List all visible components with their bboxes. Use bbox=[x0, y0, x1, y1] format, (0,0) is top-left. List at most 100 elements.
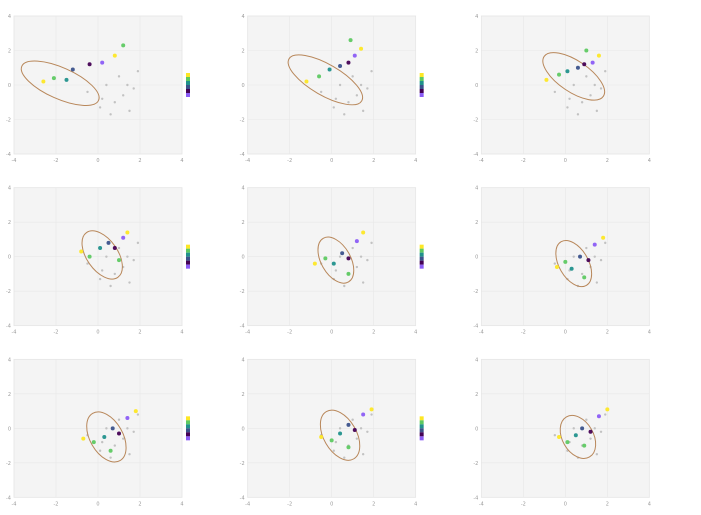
background-point bbox=[109, 113, 112, 116]
y-tick-label: 0 bbox=[241, 255, 244, 261]
confidence-ellipse bbox=[81, 230, 123, 280]
y-tick-label: -4 bbox=[6, 324, 11, 330]
series-point bbox=[125, 230, 130, 235]
series-point bbox=[70, 67, 75, 72]
series-point bbox=[102, 434, 107, 439]
x-tick-label: 4 bbox=[414, 330, 417, 336]
series-point bbox=[91, 440, 96, 445]
background-point bbox=[361, 281, 365, 284]
y-tick-label: -4 bbox=[240, 495, 245, 501]
y-tick-label: 4 bbox=[241, 357, 244, 363]
x-tick-label: -4 bbox=[245, 501, 250, 507]
legend-swatch bbox=[419, 260, 424, 265]
y-tick-label: 2 bbox=[241, 392, 244, 398]
background-point bbox=[109, 456, 112, 459]
background-point bbox=[359, 427, 363, 430]
series-point bbox=[112, 246, 117, 251]
y-tick-label: -4 bbox=[6, 495, 11, 501]
panel-9: -4 -2 0 2 4 -4 -2 0 2 4 bbox=[473, 357, 651, 507]
series-point bbox=[346, 256, 351, 261]
confidence-ellipse bbox=[317, 236, 355, 284]
series-point bbox=[340, 251, 345, 256]
legend-swatch bbox=[419, 248, 424, 253]
background-point bbox=[343, 113, 346, 116]
series-point bbox=[41, 79, 46, 84]
series-point bbox=[106, 240, 111, 245]
background-point bbox=[105, 427, 108, 430]
series-point bbox=[557, 434, 562, 439]
background-point bbox=[572, 83, 575, 87]
legend bbox=[419, 416, 424, 441]
background-point bbox=[126, 427, 129, 430]
series-point bbox=[369, 407, 374, 412]
legend-swatch bbox=[419, 256, 424, 261]
background-point bbox=[86, 262, 89, 265]
y-tick-label: -4 bbox=[473, 495, 478, 501]
background-point bbox=[86, 90, 89, 94]
x-tick-label: -4 bbox=[12, 330, 17, 336]
series-point bbox=[544, 77, 549, 82]
background-point bbox=[568, 97, 571, 101]
y-tick-label: -2 bbox=[240, 118, 245, 124]
x-tick-label: -4 bbox=[12, 501, 17, 507]
series-point bbox=[354, 239, 359, 244]
panel-6: -4 -2 0 2 4 -4 -2 0 2 4 bbox=[473, 186, 651, 336]
series-point bbox=[586, 258, 591, 263]
confidence-ellipse bbox=[287, 54, 364, 106]
legend-swatch bbox=[419, 420, 424, 425]
x-tick-label: 4 bbox=[648, 501, 651, 507]
legend-swatch bbox=[186, 81, 190, 85]
background-point bbox=[332, 449, 335, 452]
background-point bbox=[132, 258, 135, 262]
y-tick-label: 2 bbox=[8, 220, 11, 226]
series-point bbox=[569, 266, 574, 271]
legend-swatch bbox=[186, 420, 190, 425]
background-point bbox=[338, 83, 342, 87]
y-tick-label: -2 bbox=[240, 289, 245, 295]
background-point bbox=[136, 413, 140, 416]
x-tick-label: 0 bbox=[96, 330, 99, 336]
series-point bbox=[554, 265, 559, 270]
x-tick-label: 0 bbox=[96, 501, 99, 507]
x-tick-label: 4 bbox=[648, 330, 651, 336]
y-tick-label: -4 bbox=[240, 324, 245, 330]
y-tick-label: 4 bbox=[241, 14, 244, 20]
y-tick-label: 2 bbox=[475, 220, 478, 226]
series-point bbox=[108, 448, 113, 453]
series-point bbox=[319, 434, 324, 439]
background-point bbox=[132, 430, 135, 433]
background-point bbox=[98, 277, 102, 281]
x-tick-label: 2 bbox=[138, 501, 141, 507]
series-point bbox=[596, 53, 601, 58]
background-point bbox=[113, 272, 117, 276]
background-point bbox=[98, 449, 102, 452]
series-point bbox=[51, 76, 56, 81]
background-point bbox=[580, 101, 584, 104]
y-tick-label: 0 bbox=[8, 255, 11, 261]
x-tick-label: 4 bbox=[414, 158, 417, 164]
background-point bbox=[128, 109, 131, 113]
confidence-ellipse bbox=[20, 60, 100, 106]
series-point bbox=[346, 271, 351, 276]
legend bbox=[186, 416, 190, 441]
series-point bbox=[112, 53, 117, 58]
x-tick-label: 0 bbox=[330, 501, 333, 507]
panel-3: -4 -2 0 2 4 -4 -2 0 2 4 bbox=[473, 14, 651, 164]
y-tick-label: -4 bbox=[240, 152, 245, 158]
series-point bbox=[327, 67, 332, 72]
y-tick-label: 4 bbox=[8, 186, 11, 192]
series-point bbox=[117, 431, 121, 436]
series-point bbox=[79, 249, 84, 254]
confidence-ellipse bbox=[555, 240, 593, 288]
background-point bbox=[343, 456, 346, 459]
legend-swatch bbox=[419, 77, 424, 81]
background-point bbox=[370, 413, 373, 416]
x-tick-label: -4 bbox=[245, 158, 250, 164]
y-tick-label: 4 bbox=[8, 357, 11, 363]
y-tick-label: 0 bbox=[475, 426, 478, 432]
background-point bbox=[132, 87, 135, 90]
series-point bbox=[580, 426, 585, 431]
series-point bbox=[582, 443, 587, 448]
y-tick-label: -2 bbox=[240, 461, 245, 467]
